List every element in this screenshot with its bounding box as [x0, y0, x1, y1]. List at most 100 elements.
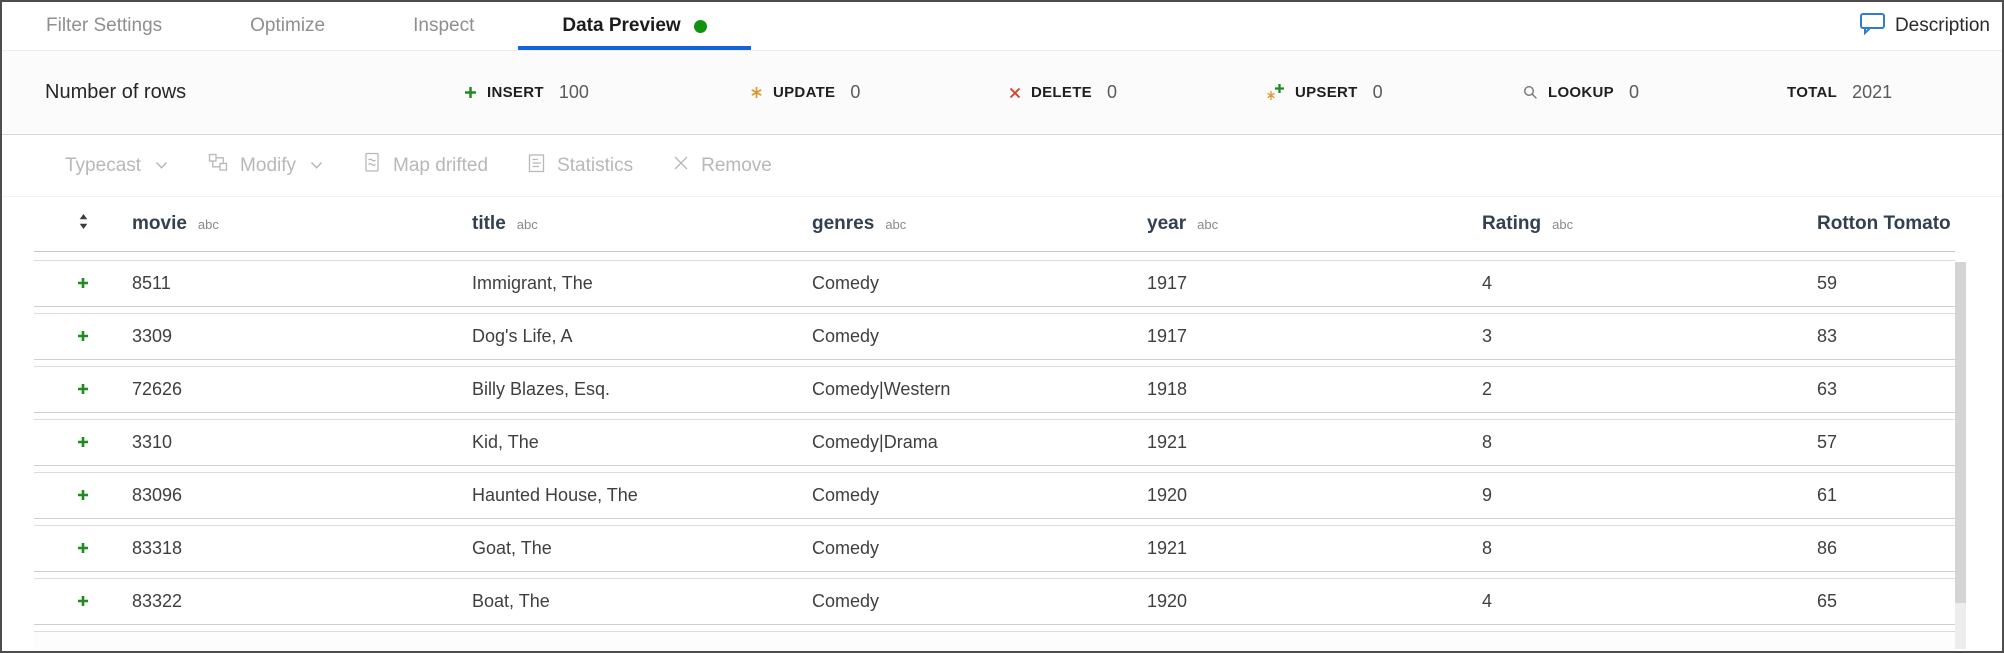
- table-row-partial[interactable]: [34, 631, 1955, 651]
- column-name: year: [1147, 213, 1187, 234]
- stat-value: 0: [1372, 82, 1383, 102]
- row-insert-plus-icon: [77, 432, 89, 453]
- stat-update: UPDATE 0: [750, 82, 1009, 103]
- insert-plus-icon: [464, 86, 477, 99]
- vertical-scrollbar[interactable]: [1955, 262, 1966, 649]
- column-header-genres[interactable]: genres abc: [812, 213, 1147, 235]
- cell-rotton-tomato: 86: [1817, 538, 1838, 558]
- stat-label: INSERT: [487, 84, 544, 101]
- cell-rating: 8: [1482, 538, 1493, 558]
- tab-inspect[interactable]: Inspect: [369, 2, 518, 50]
- cell-year: 1920: [1147, 591, 1188, 611]
- cell-rating: 9: [1482, 485, 1493, 505]
- sort-icon: [78, 213, 89, 235]
- scrollbar-thumb[interactable]: [1955, 262, 1966, 603]
- remove-button[interactable]: Remove: [673, 155, 772, 177]
- stat-label: LOOKUP: [1548, 84, 1614, 101]
- column-header-year[interactable]: year abc: [1147, 213, 1482, 235]
- stat-delete: DELETE 0: [1009, 82, 1267, 103]
- sort-toggle[interactable]: [34, 213, 132, 235]
- tab-optimize[interactable]: Optimize: [206, 2, 369, 50]
- column-header-movie[interactable]: movie abc: [132, 213, 472, 235]
- cell-title: Kid, The: [472, 432, 539, 452]
- stat-value: 2021: [1852, 82, 1893, 102]
- map-drifted-button[interactable]: Map drifted: [363, 152, 488, 179]
- description-button[interactable]: Description: [1859, 2, 1990, 50]
- column-toolbar: Typecast Modify Map drifted Statistics Remov…: [2, 135, 2002, 197]
- column-header-rotton-tomato[interactable]: Rotton Tomatoabc: [1817, 213, 1955, 235]
- cell-year: 1921: [1147, 432, 1188, 452]
- row-insert-plus-icon: [77, 485, 89, 506]
- tab-data-preview[interactable]: Data Preview: [518, 2, 751, 50]
- chevron-down-icon: [155, 161, 168, 170]
- chevron-down-icon: [310, 161, 323, 170]
- stat-value: 100: [558, 82, 589, 102]
- stat-label: UPDATE: [773, 84, 836, 101]
- row-marker: [34, 326, 132, 347]
- modify-icon: [208, 153, 228, 178]
- row-stats-bar: Number of rows INSERT 100 UPDATE 0 DELETE 0 UP…: [2, 51, 2002, 135]
- cell-rotton-tomato: 63: [1817, 379, 1838, 399]
- row-insert-plus-icon: [77, 538, 89, 559]
- update-asterisk-icon: [750, 86, 763, 99]
- row-insert-plus-icon: [77, 379, 89, 400]
- stat-value: 0: [1106, 82, 1117, 102]
- table-body: 8511 Immigrant, The Comedy 1917 4 59 3309 Dog's…: [34, 252, 1955, 651]
- row-marker: [34, 485, 132, 506]
- cell-genres: Comedy: [812, 326, 880, 346]
- cell-year: 1921: [1147, 538, 1188, 558]
- column-name: movie: [132, 213, 187, 234]
- cell-rotton-tomato: 65: [1817, 591, 1838, 611]
- row-insert-plus-icon: [77, 273, 89, 294]
- cell-movie: 83318: [132, 538, 183, 558]
- cell-year: 1920: [1147, 485, 1188, 505]
- column-header-rating[interactable]: Rating abc: [1482, 213, 1817, 235]
- typecast-button[interactable]: Typecast: [65, 155, 168, 177]
- row-marker: [34, 432, 132, 453]
- cell-title: Goat, The: [472, 538, 552, 558]
- column-type-badge: abc: [885, 217, 907, 232]
- stat-value: 0: [1628, 82, 1639, 102]
- delete-x-icon: [1009, 87, 1021, 99]
- column-type-badge: abc: [197, 217, 219, 232]
- cell-genres: Comedy: [812, 538, 880, 558]
- table-row[interactable]: 83096 Haunted House, The Comedy 1920 9 61: [34, 472, 1955, 519]
- cell-movie: 83096: [132, 485, 183, 505]
- modify-button[interactable]: Modify: [208, 153, 323, 178]
- column-name: Rating: [1482, 213, 1542, 234]
- table-row[interactable]: 3310 Kid, The Comedy|Drama 1921 8 57: [34, 419, 1955, 466]
- cell-movie: 83322: [132, 591, 183, 611]
- stat-label: TOTAL: [1787, 84, 1838, 101]
- table-row[interactable]: 72626 Billy Blazes, Esq. Comedy|Western 191…: [34, 366, 1955, 413]
- tab-bar: Filter Settings Optimize Inspect Data Previ…: [2, 2, 2002, 51]
- row-marker: [34, 538, 132, 559]
- table-row[interactable]: 8511 Immigrant, The Comedy 1917 4 59: [34, 260, 1955, 307]
- tool-label: Remove: [701, 154, 772, 176]
- table-row[interactable]: 3309 Dog's Life, A Comedy 1917 3 83: [34, 313, 1955, 360]
- description-chat-icon: [1859, 10, 1886, 42]
- data-preview-table: movie abc title abc genres abc year abc Rating ab…: [2, 197, 2002, 651]
- cell-year: 1917: [1147, 326, 1188, 346]
- cell-title: Boat, The: [472, 591, 550, 611]
- table-header-row: movie abc title abc genres abc year abc Rating ab…: [34, 197, 1955, 252]
- cell-movie: 72626: [132, 379, 183, 399]
- cell-rotton-tomato: 59: [1817, 273, 1838, 293]
- statistics-button[interactable]: Statistics: [528, 153, 633, 179]
- cell-year: 1917: [1147, 273, 1188, 293]
- cell-rating: 8: [1482, 432, 1493, 452]
- column-header-title[interactable]: title abc: [472, 213, 812, 235]
- tab-label: Data Preview: [562, 15, 681, 36]
- remove-x-icon: [673, 155, 689, 177]
- status-dot-icon: [693, 19, 707, 33]
- table-row[interactable]: 83322 Boat, The Comedy 1920 4 65: [34, 578, 1955, 625]
- column-type-badge: abc: [1197, 217, 1219, 232]
- stat-label: UPSERT: [1295, 84, 1358, 101]
- stat-label: DELETE: [1031, 84, 1092, 101]
- table-row[interactable]: 83318 Goat, The Comedy 1921 8 86: [34, 525, 1955, 572]
- cell-genres: Comedy: [812, 591, 880, 611]
- cell-title: Dog's Life, A: [472, 326, 573, 346]
- tab-filter-settings[interactable]: Filter Settings: [2, 2, 206, 50]
- cell-rating: 2: [1482, 379, 1493, 399]
- cell-title: Billy Blazes, Esq.: [472, 379, 611, 399]
